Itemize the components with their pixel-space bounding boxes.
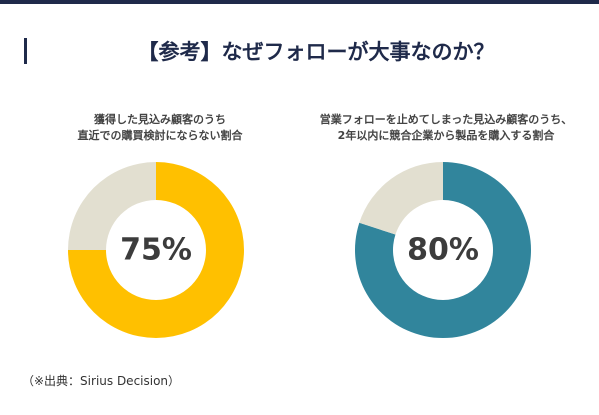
right-caption-line-1: 営業フォローを止めてしまった見込み顧客のうち、 — [319, 113, 573, 126]
donut-chart-left: 75% — [68, 162, 244, 338]
donut-slice-remainder — [68, 162, 156, 250]
top-accent-bar — [0, 0, 599, 4]
donut-slice-highlight — [68, 162, 244, 338]
right-caption-line-2: 2年以内に競合企業から製品を購入する割合 — [337, 129, 555, 142]
donut-left-value-label: 75% — [120, 233, 192, 268]
donut-right-slices — [355, 162, 531, 338]
donut-left-slices — [68, 162, 244, 338]
page-title: 【参考】なぜフォローが大事なのか？ — [137, 40, 495, 64]
left-caption-line-2: 直近での購買検討にならない割合 — [77, 129, 243, 142]
right-chart-caption: 営業フォローを止めてしまった見込み顧客のうち、 2年以内に競合企業から製品を購入… — [304, 112, 588, 144]
title-accent-bar — [24, 38, 27, 64]
donut-slice-highlight — [355, 162, 531, 338]
left-chart-caption: 獲得した見込み顧客のうち 直近での購買検討にならない割合 — [40, 112, 280, 144]
donut-right-value-label: 80% — [407, 233, 479, 268]
donut-chart-right: 80% — [355, 162, 531, 338]
source-note: （※出典：Sirius Decision） — [22, 374, 181, 388]
left-caption-line-1: 獲得した見込み顧客のうち — [94, 113, 226, 126]
donut-slice-remainder — [359, 162, 443, 235]
